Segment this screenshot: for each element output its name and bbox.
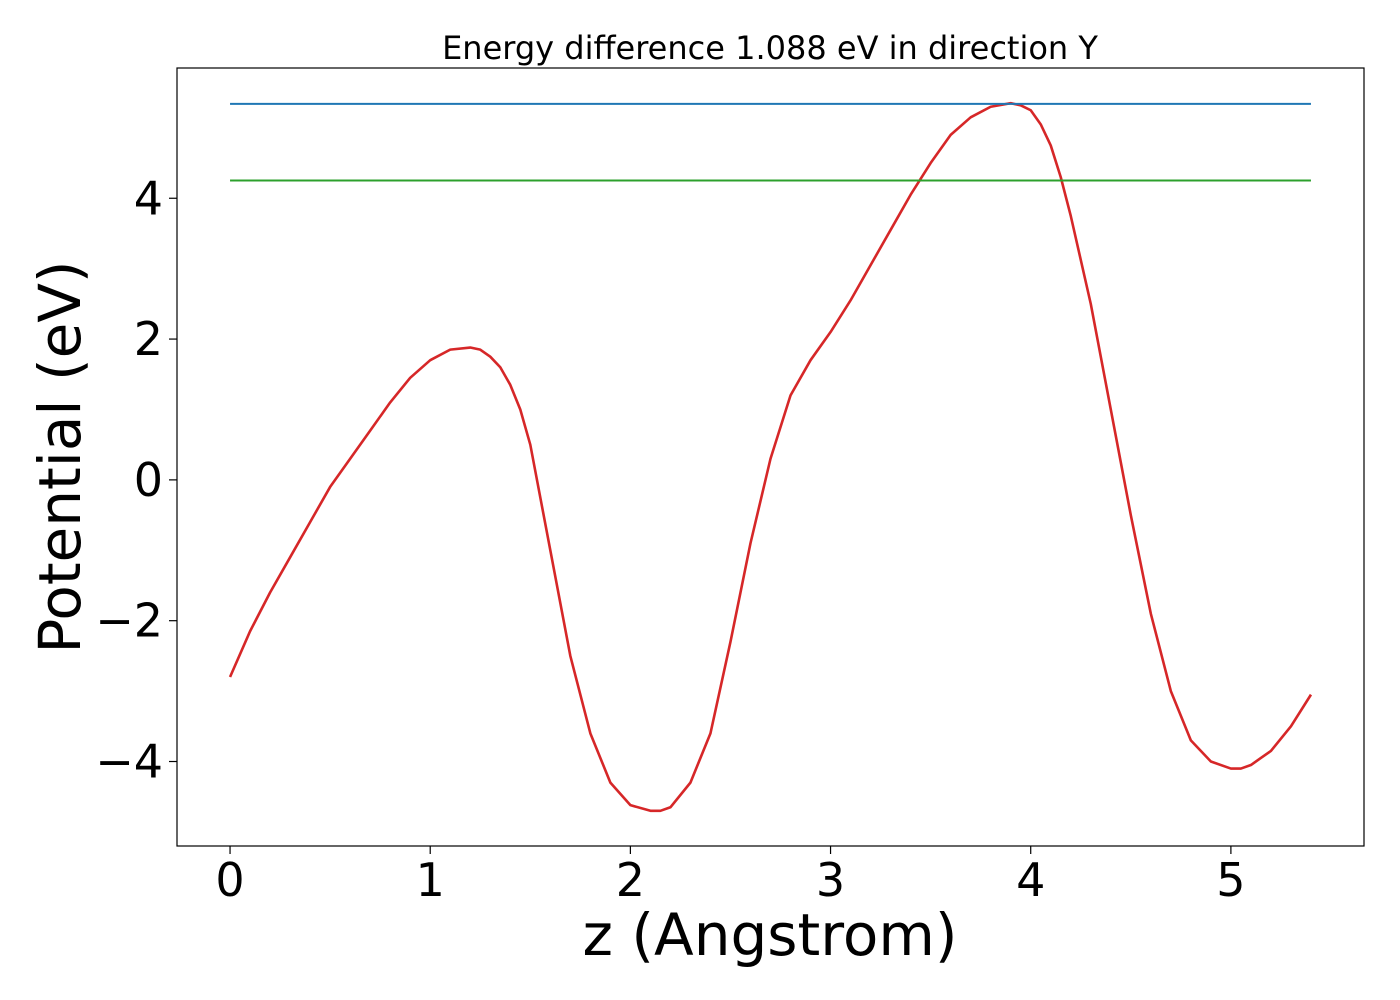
x-tick-label: 0 [215, 853, 244, 907]
x-tick-label: 1 [416, 853, 445, 907]
plot-frame [176, 67, 1365, 847]
y-tick-label: −2 [95, 594, 163, 648]
y-tick-label: 0 [134, 453, 163, 507]
x-tick-label: 4 [1016, 853, 1045, 907]
x-tick-label: 2 [616, 853, 645, 907]
x-axis-label: z (Angstrom) [583, 901, 958, 969]
y-axis-label: Potential (eV) [26, 260, 94, 653]
x-axis: 0 1 2 3 4 5 [215, 846, 1246, 907]
y-tick-label: 2 [134, 312, 163, 366]
y-tick-label: 4 [134, 171, 163, 225]
chart-title: Energy difference 1.088 eV in direction … [442, 29, 1098, 67]
series-layer [228, 101, 1313, 813]
x-tick-label: 5 [1216, 853, 1245, 907]
y-tick-label: −4 [95, 735, 163, 789]
y-axis: −4 −2 0 2 4 [95, 171, 177, 789]
series-line-0 [228, 101, 1313, 813]
x-tick-label: 3 [816, 853, 845, 907]
